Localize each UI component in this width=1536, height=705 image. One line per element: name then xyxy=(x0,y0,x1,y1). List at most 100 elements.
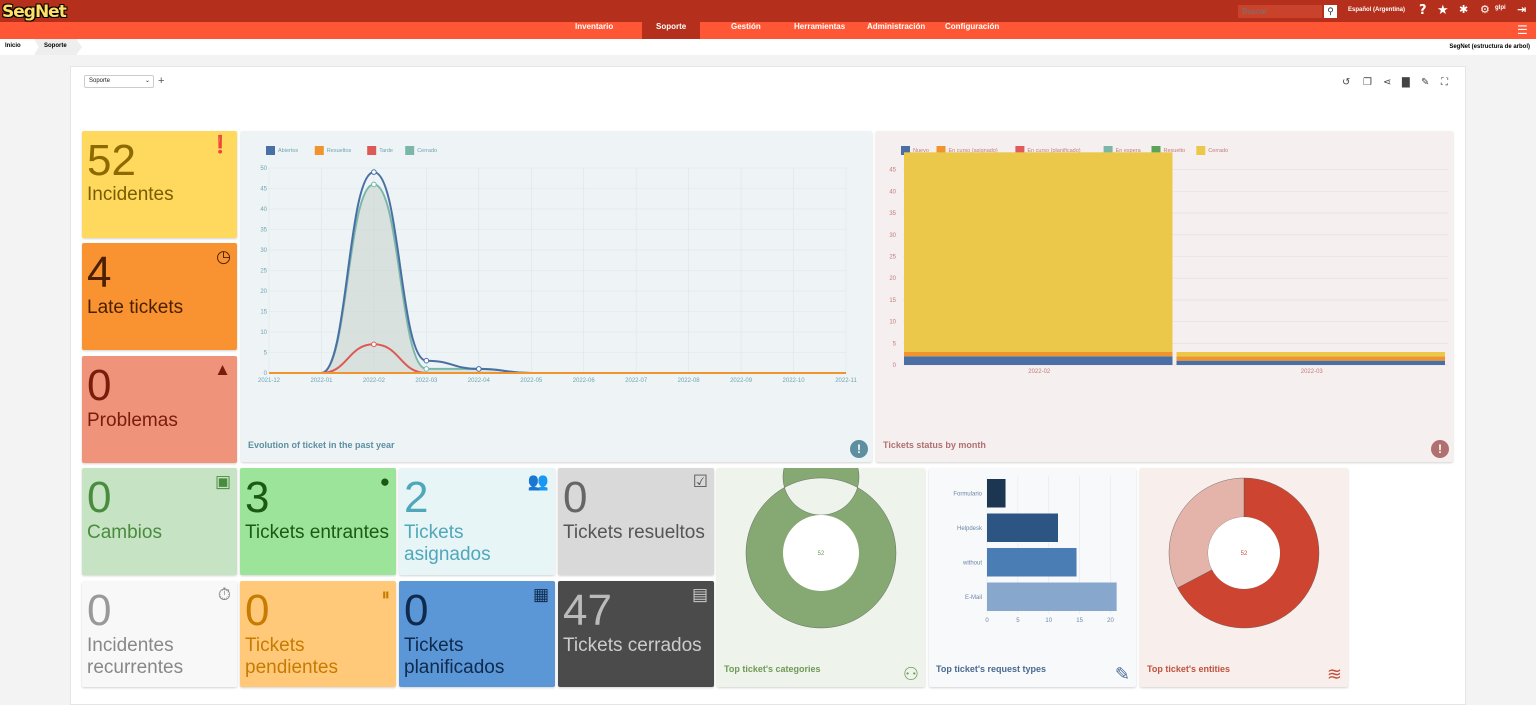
x-tick-label: 2022-04 xyxy=(468,378,491,384)
panel-status: 0 5 10 15 20 25 30 35 40 45 Nuevo En curso (asignad… xyxy=(876,131,1453,462)
legend-swatch xyxy=(901,146,910,155)
card-problems[interactable]: 0 Problemas ▲ xyxy=(82,356,237,463)
menu-administracion[interactable]: Administración xyxy=(867,22,926,31)
y-tick-label: E-Mail xyxy=(965,595,982,601)
stopwatch-icon: ⏱ xyxy=(217,585,231,604)
card-assigned-tickets[interactable]: 2 Tickets asignados 👥 xyxy=(399,468,555,575)
x-tick-label: 2022-01 xyxy=(310,378,333,384)
card-incoming-tickets[interactable]: 3 Tickets entrantes ● xyxy=(240,468,396,575)
legend-swatch xyxy=(936,146,946,155)
legend-label: Cerrado xyxy=(1208,148,1228,154)
language-selector[interactable]: Español (Argentina) xyxy=(1348,7,1406,13)
bar xyxy=(987,548,1077,577)
app-logo[interactable]: SegNet xyxy=(2,2,67,22)
checkbox-icon: ☑ xyxy=(692,472,708,491)
y-tick-label: 50 xyxy=(260,166,267,172)
menu-gestion[interactable]: Gestión xyxy=(731,22,761,31)
bug-icon[interactable]: ✱ xyxy=(1459,3,1469,16)
donut-total-label: 52 xyxy=(818,551,825,557)
exclamation-icon: ! xyxy=(850,440,868,458)
card-pending-tickets[interactable]: 0 Tickets pendientes ⏸ xyxy=(240,581,396,687)
panel-entities: 52 Top ticket's entities ≋ xyxy=(1140,468,1348,687)
search-icon[interactable]: ⚲ xyxy=(1324,5,1337,18)
clipboard-check-icon: ▣ xyxy=(214,472,231,491)
menu-configuracion[interactable]: Configuración xyxy=(945,22,1000,31)
breadcrumb-home[interactable]: Inicio xyxy=(5,43,21,49)
card-changes[interactable]: 0 Cambios ▣ xyxy=(82,468,237,575)
y-tick-label: 20 xyxy=(889,276,896,282)
x-tick-label: 2022-08 xyxy=(678,378,701,384)
data-point xyxy=(423,357,430,364)
legend-swatch xyxy=(1151,146,1161,155)
exclamation-icon: ❗ xyxy=(209,135,231,154)
x-tick-label: 2022-03 xyxy=(1301,369,1324,375)
legend-label: Cerrado xyxy=(417,148,437,154)
breadcrumb-soporte[interactable]: Soporte xyxy=(44,43,67,49)
y-tick-label: 40 xyxy=(889,189,896,195)
edit-icon[interactable]: ✎ xyxy=(1421,77,1430,88)
calendar-check-icon: ▦ xyxy=(532,585,549,604)
x-tick-label: 2022-02 xyxy=(363,378,386,384)
bar-segment xyxy=(1176,360,1445,365)
clone-icon[interactable]: ❐ xyxy=(1363,77,1372,88)
users-icon: 👥 xyxy=(527,472,549,491)
dashboard-select[interactable]: Soporte ⌄ xyxy=(84,75,154,88)
entity-selector[interactable]: SegNet (estructura de arbol) xyxy=(1449,44,1530,50)
y-tick-label: 5 xyxy=(264,351,268,357)
card-closed-tickets[interactable]: 47 Tickets cerrados ▤ xyxy=(558,581,714,687)
fullscreen-icon[interactable]: ⛶ xyxy=(1441,77,1448,88)
y-tick-label: 5 xyxy=(893,341,897,347)
bar xyxy=(987,513,1058,542)
sitemap-icon: ⚇ xyxy=(902,664,919,684)
y-tick-label: 0 xyxy=(893,363,897,369)
y-tick-label: 10 xyxy=(889,320,896,326)
y-tick-label: 25 xyxy=(260,269,267,275)
card-late-tickets[interactable]: 4 Late tickets ◷ xyxy=(82,243,237,350)
menu-soporte[interactable]: Soporte xyxy=(642,22,701,39)
card-planned-tickets[interactable]: 0 Tickets planificados ▦ xyxy=(399,581,555,687)
help-icon[interactable]: ? xyxy=(1419,3,1427,18)
x-tick-label: 15 xyxy=(1076,618,1083,624)
y-tick-label: 40 xyxy=(260,207,267,213)
panel-evolution: 0 5 10 15 20 25 30 35 40 45 50 2021-12 2022-01 2022-0… xyxy=(241,131,872,462)
logout-icon[interactable]: ⇥ xyxy=(1517,3,1527,16)
star-icon[interactable]: ★ xyxy=(1437,3,1449,18)
y-tick-label: Formulario xyxy=(953,491,982,497)
card-recurrent-incidents[interactable]: 0 Incidentes recurrentes ⏱ xyxy=(82,581,237,687)
entities-chart: 52 xyxy=(1168,477,1320,629)
edit-icon: ✎ xyxy=(1114,664,1130,684)
card-incidents[interactable]: 52 Incidentes ❗ xyxy=(82,131,237,238)
x-tick-label: 2022-07 xyxy=(625,378,648,384)
menu-herramientas[interactable]: Herramientas xyxy=(794,22,846,31)
bar xyxy=(987,479,1006,508)
legend-label: Resueltos xyxy=(327,148,352,154)
y-tick-label: 20 xyxy=(260,289,267,295)
bar-segment xyxy=(1176,351,1445,357)
x-tick-label: 2022-11 xyxy=(835,378,857,384)
search-input[interactable] xyxy=(1238,5,1322,18)
legend-swatch xyxy=(367,146,377,155)
main-menu: Inventario Soporte Gestión Herramientas … xyxy=(0,22,1536,39)
legend-label: Abiertos xyxy=(278,148,298,154)
breadcrumb: Inicio Soporte SegNet (estructura de arb… xyxy=(0,39,1536,55)
series-area xyxy=(269,184,846,373)
gear-icon[interactable]: ⚙ xyxy=(1480,3,1490,16)
x-tick-label: 20 xyxy=(1107,618,1114,624)
categories-chart: 52 xyxy=(745,468,897,629)
delete-icon[interactable]: ▇ xyxy=(1402,77,1410,88)
menu-toggle-icon[interactable]: ☰ xyxy=(1517,23,1528,37)
exclamation-icon: ! xyxy=(1431,440,1449,458)
layers-icon: ≋ xyxy=(1326,664,1342,684)
y-tick-label: 30 xyxy=(260,248,267,254)
y-tick-label: 30 xyxy=(889,233,896,239)
user-name[interactable]: glpi xyxy=(1495,5,1506,11)
legend-swatch xyxy=(405,146,415,155)
history-icon[interactable]: ↺ xyxy=(1342,77,1351,88)
y-tick-label: 45 xyxy=(260,187,267,193)
add-dashboard-button[interactable]: + xyxy=(158,75,165,87)
share-icon[interactable]: ⋖ xyxy=(1383,77,1392,88)
bar-segment xyxy=(1176,356,1445,361)
legend-label: En espera xyxy=(1116,148,1142,154)
card-solved-tickets[interactable]: 0 Tickets resueltos ☑ xyxy=(558,468,714,575)
menu-inventario[interactable]: Inventario xyxy=(575,22,614,31)
